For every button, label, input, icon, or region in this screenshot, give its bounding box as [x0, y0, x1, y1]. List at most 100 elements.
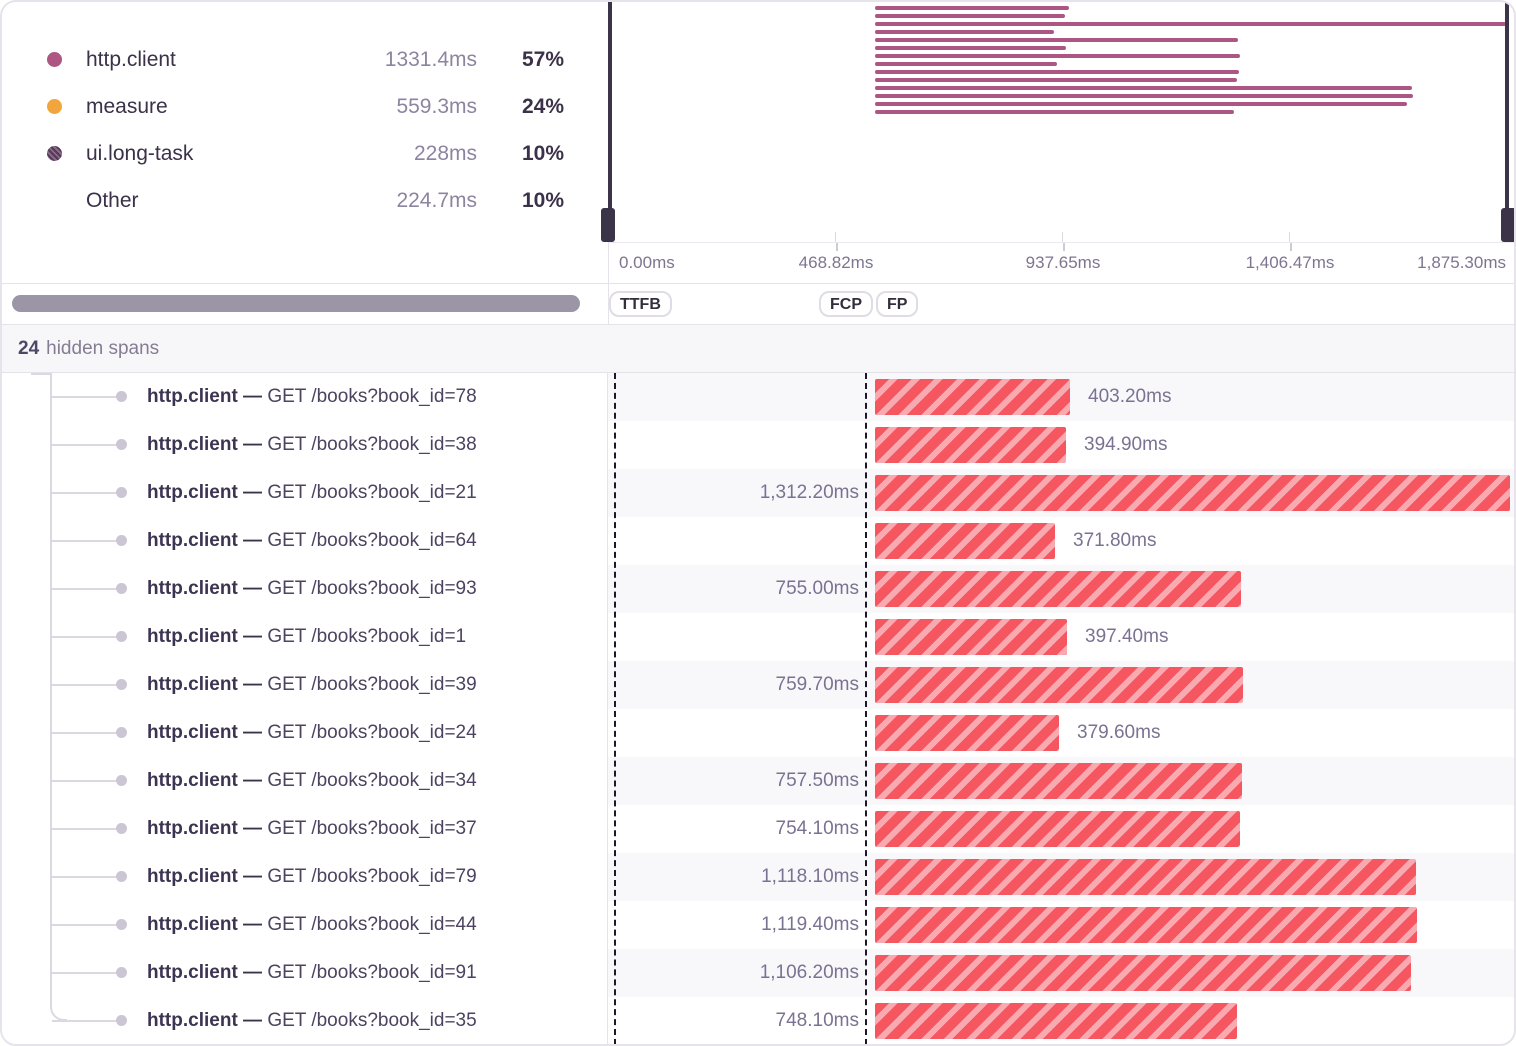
span-duration-bar[interactable] — [875, 379, 1070, 415]
span-duration-bar[interactable] — [875, 955, 1411, 991]
tree-node-dot — [116, 391, 127, 402]
span-name-cell[interactable]: http.client — GET /books?book_id=44 — [2, 901, 608, 949]
span-duration-bar[interactable] — [875, 475, 1510, 511]
tree-connector-line — [52, 1020, 116, 1022]
legend-item-name: Other — [86, 188, 139, 212]
tree-connector-line — [52, 492, 116, 494]
span-row[interactable]: http.client — GET /books?book_id=1 397.40… — [2, 613, 1514, 661]
span-timeline-cell: 1,118.10ms — [608, 853, 1514, 901]
span-row[interactable]: http.client — GET /books?book_id=39 759.7… — [2, 661, 1514, 709]
legend-dot-icon — [47, 146, 62, 161]
span-name-cell[interactable]: http.client — GET /books?book_id=39 — [2, 661, 608, 709]
span-name-cell[interactable]: http.client — GET /books?book_id=35 — [2, 997, 608, 1044]
span-row[interactable]: http.client — GET /books?book_id=37 754.1… — [2, 805, 1514, 853]
span-description: GET /books?book_id=64 — [267, 530, 477, 551]
span-op-name: http.client — [147, 770, 238, 791]
span-row[interactable]: http.client — GET /books?book_id=93 755.0… — [2, 565, 1514, 613]
minimap-left-handle-line[interactable] — [608, 2, 612, 242]
span-row[interactable]: http.client — GET /books?book_id=21 1,312… — [2, 469, 1514, 517]
minimap-span-bar — [875, 70, 1239, 74]
legend-item-duration: 224.7ms — [396, 188, 477, 212]
span-timeline-cell: 1,312.20ms — [608, 469, 1514, 517]
span-label: http.client — GET /books?book_id=38 — [147, 434, 477, 456]
span-name-cell[interactable]: http.client — GET /books?book_id=91 — [2, 949, 608, 997]
span-row[interactable]: http.client — GET /books?book_id=78 403.2… — [2, 373, 1514, 421]
span-duration-label: 371.80ms — [1073, 530, 1157, 551]
span-duration-bar[interactable] — [875, 715, 1059, 751]
span-duration-label: 397.40ms — [1085, 626, 1169, 647]
span-row[interactable]: http.client — GET /books?book_id=38 394.9… — [2, 421, 1514, 469]
span-duration-bar[interactable] — [875, 763, 1242, 799]
span-timeline-cell: 1,119.40ms — [608, 901, 1514, 949]
span-row[interactable]: http.client — GET /books?book_id=79 1,118… — [2, 853, 1514, 901]
minimap-right-handle-line[interactable] — [1505, 2, 1509, 242]
span-name-cell[interactable]: http.client — GET /books?book_id=64 — [2, 517, 608, 565]
span-separator: — — [237, 818, 268, 839]
time-axis-row: 0.00ms 468.82ms 937.65ms 1,406.47ms 1,875.30… — [2, 242, 1514, 284]
span-row[interactable]: http.client — GET /books?book_id=44 1,119… — [2, 901, 1514, 949]
tree-connector-line — [52, 780, 116, 782]
span-duration-bar[interactable] — [875, 571, 1241, 607]
span-duration-bar[interactable] — [875, 811, 1240, 847]
span-row[interactable]: http.client — GET /books?book_id=91 1,106… — [2, 949, 1514, 997]
span-description: GET /books?book_id=35 — [267, 1010, 477, 1031]
legend-item-name: ui.long-task — [86, 141, 194, 165]
vital-badge-fp: FP — [876, 291, 919, 317]
span-timeline-cell: 403.20ms — [608, 373, 1514, 421]
span-label: http.client — GET /books?book_id=64 — [147, 530, 477, 552]
span-duration-label: 379.60ms — [1077, 722, 1161, 743]
span-op-name: http.client — [147, 386, 238, 407]
span-timeline-cell: 379.60ms — [608, 709, 1514, 757]
span-duration-bar[interactable] — [875, 619, 1067, 655]
legend-dot-icon — [47, 52, 62, 67]
tree-connector-line — [52, 828, 116, 830]
span-duration-bar[interactable] — [875, 1003, 1237, 1039]
span-row[interactable]: http.client — GET /books?book_id=34 757.5… — [2, 757, 1514, 805]
minimap-span-bar — [875, 78, 1237, 82]
span-name-cell[interactable]: http.client — GET /books?book_id=1 — [2, 613, 608, 661]
span-separator: — — [237, 386, 268, 407]
span-duration-bar[interactable] — [875, 859, 1416, 895]
minimap-span-bar — [875, 46, 1066, 50]
span-op-name: http.client — [147, 818, 238, 839]
tree-node-dot — [116, 871, 127, 882]
vitals-row: TTFB FCP FP — [2, 284, 1514, 325]
ops-breakdown-panel: http.client 1331.4ms 57% measure 559.3ms 24% u… — [2, 2, 608, 242]
span-name-cell[interactable]: http.client — GET /books?book_id=78 — [2, 373, 608, 421]
tree-node-dot — [116, 775, 127, 786]
span-duration-bar[interactable] — [875, 667, 1243, 703]
legend-item-duration: 228ms — [413, 141, 477, 165]
minimap-left-handle-grip[interactable] — [601, 208, 615, 242]
trace-minimap[interactable] — [601, 2, 1514, 242]
span-separator: — — [237, 578, 268, 599]
span-name-cell[interactable]: http.client — GET /books?book_id=38 — [2, 421, 608, 469]
minimap-right-handle-grip[interactable] — [1501, 208, 1514, 242]
span-label: http.client — GET /books?book_id=79 — [147, 866, 477, 888]
span-name-cell[interactable]: http.client — GET /books?book_id=79 — [2, 853, 608, 901]
span-separator: — — [237, 1010, 268, 1031]
span-row[interactable]: http.client — GET /books?book_id=64 371.8… — [2, 517, 1514, 565]
minimap-span-bar — [875, 110, 1234, 114]
span-name-cell[interactable]: http.client — GET /books?book_id=21 — [2, 469, 608, 517]
legend-item-duration: 1331.4ms — [384, 47, 477, 71]
span-name-cell[interactable]: http.client — GET /books?book_id=24 — [2, 709, 608, 757]
span-name-cell[interactable]: http.client — GET /books?book_id=93 — [2, 565, 608, 613]
span-row[interactable]: http.client — GET /books?book_id=35 748.1… — [2, 997, 1514, 1044]
span-name-cell[interactable]: http.client — GET /books?book_id=34 — [2, 757, 608, 805]
span-description: GET /books?book_id=1 — [267, 626, 467, 647]
legend-item: Other 224.7ms 10% — [47, 177, 564, 224]
horizontal-scrollbar[interactable] — [12, 295, 580, 312]
hidden-spans-row[interactable]: 24 hidden spans — [2, 325, 1514, 373]
span-row[interactable]: http.client — GET /books?book_id=24 379.6… — [2, 709, 1514, 757]
span-name-cell[interactable]: http.client — GET /books?book_id=37 — [2, 805, 608, 853]
legend-item-duration: 559.3ms — [396, 94, 477, 118]
legend-item: measure 559.3ms 24% — [47, 83, 564, 130]
tree-node-dot — [116, 1015, 127, 1026]
span-duration-bar[interactable] — [875, 523, 1055, 559]
span-duration-bar[interactable] — [875, 427, 1066, 463]
span-description: GET /books?book_id=78 — [267, 386, 477, 407]
span-duration-bar[interactable] — [875, 907, 1417, 943]
span-description: GET /books?book_id=34 — [267, 770, 477, 791]
legend-dot-placeholder — [47, 193, 62, 208]
tree-node-dot — [116, 535, 127, 546]
